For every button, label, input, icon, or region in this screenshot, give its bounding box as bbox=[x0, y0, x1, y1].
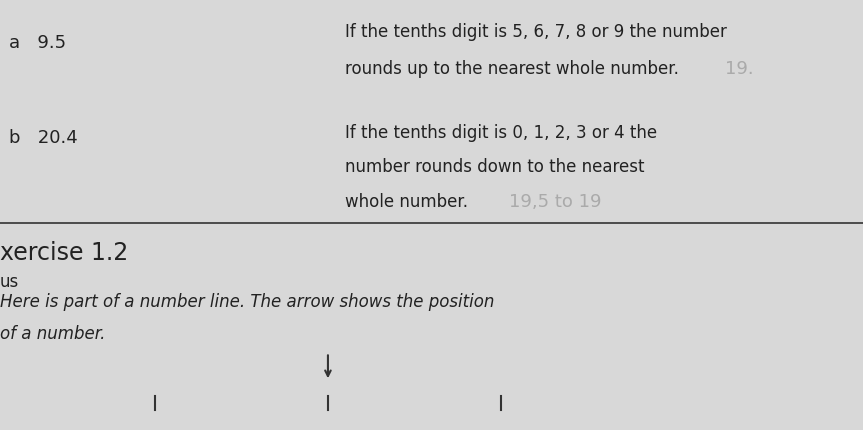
Text: whole number.: whole number. bbox=[345, 192, 469, 210]
Text: b   20.4: b 20.4 bbox=[9, 129, 78, 147]
Text: xercise 1.2: xercise 1.2 bbox=[0, 241, 129, 265]
Text: number rounds down to the nearest: number rounds down to the nearest bbox=[345, 158, 645, 175]
Text: rounds up to the nearest whole number.: rounds up to the nearest whole number. bbox=[345, 60, 679, 78]
Text: a   9.5: a 9.5 bbox=[9, 34, 66, 52]
Text: 19.: 19. bbox=[725, 60, 753, 78]
Text: If the tenths digit is 0, 1, 2, 3 or 4 the: If the tenths digit is 0, 1, 2, 3 or 4 t… bbox=[345, 123, 658, 141]
Text: us: us bbox=[0, 272, 19, 290]
Text: Here is part of a number line. The arrow shows the position: Here is part of a number line. The arrow… bbox=[0, 292, 494, 310]
Text: If the tenths digit is 5, 6, 7, 8 or 9 the number: If the tenths digit is 5, 6, 7, 8 or 9 t… bbox=[345, 23, 727, 41]
Text: of a number.: of a number. bbox=[0, 324, 105, 342]
Text: 19,5 to 19: 19,5 to 19 bbox=[509, 192, 602, 210]
